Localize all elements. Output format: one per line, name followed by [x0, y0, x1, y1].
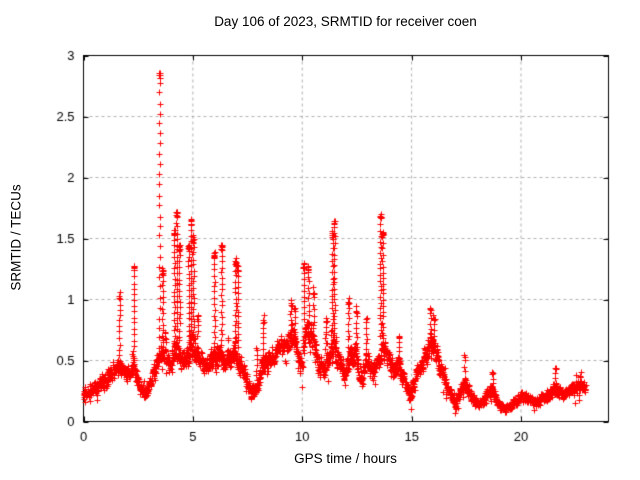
x-axis-label: GPS time / hours	[294, 451, 397, 466]
chart-title: Day 106 of 2023, SRMTID for receiver coe…	[214, 14, 477, 29]
y-axis-label: SRMTID / TECUs	[8, 184, 24, 291]
